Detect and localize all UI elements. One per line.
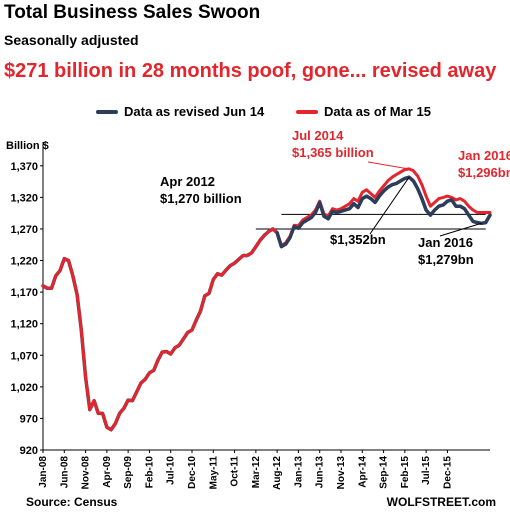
annotation-leader [369, 176, 410, 235]
legend-swatch-revised [96, 109, 118, 114]
x-tick-label: Dec-15 [442, 456, 453, 489]
x-tick-label: Sep-09 [123, 456, 134, 489]
annotation-text: $1,352bn [330, 232, 386, 247]
y-tick-label: 920 [20, 445, 38, 457]
source-label: Source: Census [26, 495, 118, 509]
x-tick-label: Apr-09 [102, 456, 113, 488]
x-tick-label: Nov-13 [336, 456, 347, 490]
y-tick-label: 1,320 [10, 192, 38, 204]
annotation-text: $1,296bn [458, 165, 510, 180]
y-tick-label: 1,170 [10, 287, 38, 299]
series-line-original [41, 167, 492, 432]
x-tick-label: Feb-10 [144, 456, 155, 489]
chart-axes: 920 970 1,020 1,070 1,120 1,170 1,220 1,270 1,32… [10, 142, 490, 490]
x-tick-label: Jul-15 [421, 456, 432, 485]
x-tick-label: Sep-14 [379, 456, 390, 489]
x-tick-label: Nov-08 [81, 456, 92, 490]
annotation-leader [439, 222, 482, 237]
x-tick-label: Jul-10 [166, 456, 177, 485]
annotation-text: $1,279bn [418, 252, 474, 267]
reference-lines [255, 213, 486, 230]
x-tick-label: Mar-12 [251, 456, 262, 489]
chart-title: Total Business Sales Swoon [4, 2, 261, 23]
y-tick-label: 1,270 [10, 224, 38, 236]
series-line-revised [41, 175, 492, 432]
chart-subtitle: Seasonally adjusted [4, 32, 139, 48]
chart-headline: $271 billion in 28 months poof, gone... … [4, 60, 497, 82]
annotation-leader [367, 161, 410, 170]
y-tick-label: 1,120 [10, 319, 38, 331]
x-tick-label: Aug-12 [272, 456, 283, 490]
x-tick-label: Dec-10 [187, 456, 198, 489]
y-axis-label: Billion $ [6, 140, 49, 152]
legend-label-original: Data as of Mar 15 [324, 104, 431, 119]
y-tick-label: 1,020 [10, 382, 38, 394]
x-tick-label: Jan-08 [38, 456, 49, 488]
annotation-text: Jul 2014 [292, 128, 344, 143]
y-tick-label: 1,070 [10, 350, 38, 362]
chart-annotations: Apr 2012 $1,270 billion Jul 2014 $1,365 bil… [160, 128, 510, 267]
x-tick-label: Jun-08 [59, 456, 70, 489]
annotation-text: $1,270 billion [160, 191, 242, 206]
series-line-revised-top [275, 175, 492, 249]
x-tick-label: Oct-11 [230, 456, 241, 487]
legend-swatch-original [296, 109, 318, 114]
x-tick-label: Feb-15 [400, 456, 411, 489]
legend-label-revised: Data as revised Jun 14 [124, 104, 265, 119]
y-tick-label: 1,220 [10, 256, 38, 268]
y-tick-label: 970 [20, 413, 38, 425]
legend-item-original: Data as of Mar 15 [296, 104, 431, 119]
x-tick-label: May-11 [208, 456, 219, 490]
brand-label: WOLFSTREET.com [386, 495, 496, 509]
y-tick-label: 1,370 [10, 161, 38, 173]
annotation-text: $1,365 billion [292, 145, 374, 160]
annotation-text: Apr 2012 [160, 174, 215, 189]
x-tick-label: Jun-13 [315, 456, 326, 489]
chart-series [41, 167, 492, 432]
x-tick-label: Apr-14 [357, 456, 368, 488]
annotation-text: Jan 2016 [418, 235, 473, 250]
x-tick-label: Jan-13 [293, 456, 304, 488]
annotation-text: Jan 2016 [458, 148, 510, 163]
legend-item-revised: Data as revised Jun 14 [96, 104, 264, 119]
